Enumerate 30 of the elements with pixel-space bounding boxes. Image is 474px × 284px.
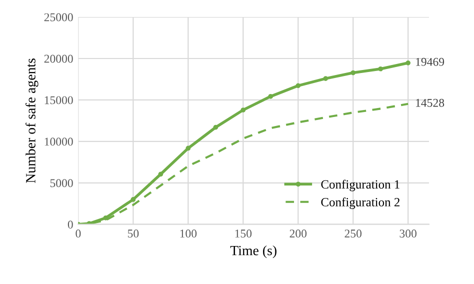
y-tick-label: 20000 [44, 54, 73, 63]
y-tick-label: 15000 [44, 96, 73, 104]
legend-label: Configuration 2 [321, 197, 400, 209]
annotation: 19469 [416, 58, 444, 66]
point [323, 76, 328, 82]
y-tick-label: 10000 [44, 138, 73, 146]
x-tick-label: 200 [290, 230, 307, 238]
x-tick-label: 0 [76, 230, 81, 238]
point [268, 94, 274, 99]
point [296, 83, 301, 88]
y-tick-label: 0 [68, 220, 73, 229]
x-tick-label: 300 [400, 230, 416, 238]
point [213, 124, 218, 130]
y-axis-title: Number of safe agents [26, 58, 38, 183]
x-axis-title: Time (s) [230, 245, 276, 258]
point [240, 108, 246, 112]
point [158, 172, 164, 177]
legend-label: Configuration 1 [321, 180, 400, 192]
x-tick-label: 100 [180, 230, 197, 238]
point [350, 70, 356, 76]
point [378, 66, 384, 72]
x-tick-label: 50 [128, 230, 139, 238]
x-tick-label: 150 [235, 230, 252, 238]
x-tick-label: 250 [344, 230, 362, 238]
point [406, 60, 411, 66]
point [130, 197, 136, 202]
y-tick-label: 25000 [44, 13, 73, 22]
point [186, 146, 191, 151]
y-tick-label: 5000 [50, 179, 73, 188]
annotation: 14528 [416, 98, 444, 107]
